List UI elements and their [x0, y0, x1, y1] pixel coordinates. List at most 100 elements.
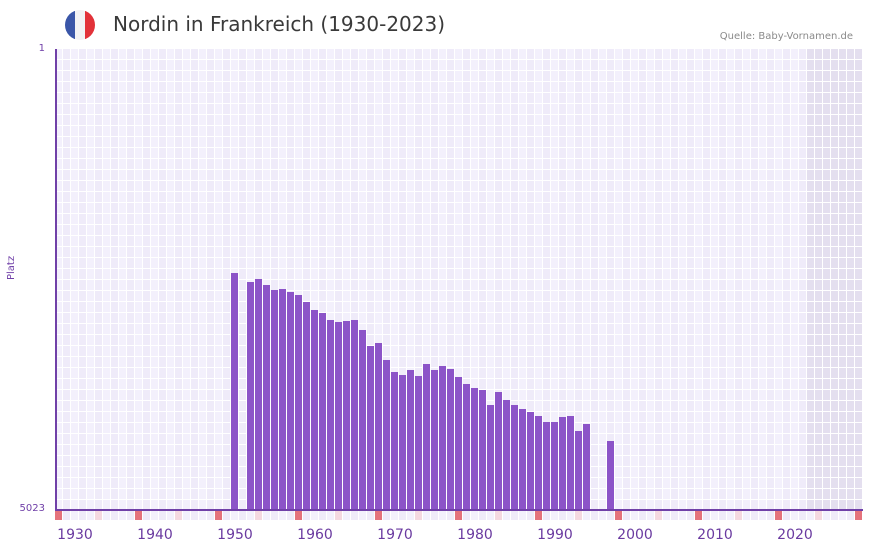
grid-column [79, 49, 87, 510]
grid-column [63, 49, 71, 510]
source-credit: Quelle: Baby-Vornamen.de [719, 31, 853, 42]
year-marker [175, 511, 182, 520]
grid-column [599, 49, 607, 510]
year-marker [407, 511, 414, 520]
bar-1986[interactable] [519, 408, 526, 510]
bar-1992[interactable] [567, 415, 574, 510]
grid-column [215, 49, 223, 510]
bar-1981[interactable] [479, 389, 486, 510]
year-marker [207, 511, 214, 520]
grid-column [87, 49, 95, 510]
x-tick-2010: 2010 [697, 527, 733, 543]
bar-1990[interactable] [551, 421, 558, 510]
bar-1953[interactable] [255, 278, 262, 510]
bar-1982[interactable] [487, 404, 494, 510]
grid-column [775, 49, 783, 510]
bar-1971[interactable] [399, 374, 406, 510]
year-marker [359, 511, 366, 520]
bar-1969[interactable] [383, 359, 390, 510]
year-marker [71, 511, 78, 520]
bar-1958[interactable] [295, 294, 302, 510]
grid-column [319, 49, 327, 510]
bar-1974[interactable] [423, 363, 430, 510]
year-marker [695, 511, 702, 520]
grid-column [807, 49, 815, 510]
year-marker [399, 511, 406, 520]
bar-1997[interactable] [607, 440, 614, 510]
bar-1984[interactable] [503, 399, 510, 510]
bar-1979[interactable] [463, 383, 470, 510]
year-marker [463, 511, 470, 520]
year-marker [223, 511, 230, 520]
grid-column [191, 49, 199, 510]
year-marker [439, 511, 446, 520]
bar-1987[interactable] [527, 411, 534, 510]
grid-background [55, 49, 863, 510]
grid-column [727, 49, 735, 510]
grid-column [71, 49, 79, 510]
bar-1993[interactable] [575, 430, 582, 510]
year-marker [151, 511, 158, 520]
grid-column [367, 49, 375, 510]
x-tick-1960: 1960 [297, 527, 333, 543]
bar-1952[interactable] [247, 281, 254, 510]
grid-column [303, 49, 311, 510]
bar-1985[interactable] [511, 404, 518, 510]
year-marker [111, 511, 118, 520]
bar-1964[interactable] [343, 320, 350, 510]
flag-stripe-red [85, 10, 95, 40]
bar-1967[interactable] [367, 345, 374, 510]
year-marker [711, 511, 718, 520]
grid-column [639, 49, 647, 510]
year-marker [583, 511, 590, 520]
bar-1972[interactable] [407, 369, 414, 510]
x-tick-1950: 1950 [217, 527, 253, 543]
bar-1988[interactable] [535, 415, 542, 510]
grid-column [535, 49, 543, 510]
bar-1966[interactable] [359, 329, 366, 510]
year-marker [343, 511, 350, 520]
bar-1968[interactable] [375, 342, 382, 510]
bar-1965[interactable] [351, 319, 358, 510]
bar-1962[interactable] [327, 319, 334, 510]
bar-1976[interactable] [439, 365, 446, 510]
grid-column [687, 49, 695, 510]
bar-1983[interactable] [495, 391, 502, 510]
bar-1991[interactable] [559, 416, 566, 510]
bar-1980[interactable] [471, 387, 478, 510]
bar-1973[interactable] [415, 375, 422, 510]
year-marker [663, 511, 670, 520]
year-marker [775, 511, 782, 520]
bar-1959[interactable] [303, 301, 310, 510]
bar-1978[interactable] [455, 376, 462, 510]
bar-1954[interactable] [263, 284, 270, 510]
year-marker [95, 511, 102, 520]
france-flag-icon [65, 10, 95, 40]
year-marker [215, 511, 222, 520]
bar-1955[interactable] [271, 289, 278, 510]
grid-column [167, 49, 175, 510]
year-marker [199, 511, 206, 520]
bar-1963[interactable] [335, 321, 342, 510]
year-marker [743, 511, 750, 520]
bar-1977[interactable] [447, 368, 454, 510]
grid-column [223, 49, 231, 510]
grid-column [295, 49, 303, 510]
bar-1989[interactable] [543, 421, 550, 510]
grid-column [447, 49, 455, 510]
x-tick-1930: 1930 [57, 527, 93, 543]
year-marker [119, 511, 126, 520]
bar-1994[interactable] [583, 423, 590, 510]
year-marker [599, 511, 606, 520]
year-marker [295, 511, 302, 520]
grid-column [415, 49, 423, 510]
bar-1950[interactable] [231, 272, 238, 510]
bar-1970[interactable] [391, 371, 398, 510]
bar-1961[interactable] [319, 312, 326, 510]
year-marker [455, 511, 462, 520]
bar-1956[interactable] [279, 288, 286, 510]
bar-1957[interactable] [287, 291, 294, 510]
grid-column [391, 49, 399, 510]
bar-1960[interactable] [311, 309, 318, 510]
bar-1975[interactable] [431, 369, 438, 510]
